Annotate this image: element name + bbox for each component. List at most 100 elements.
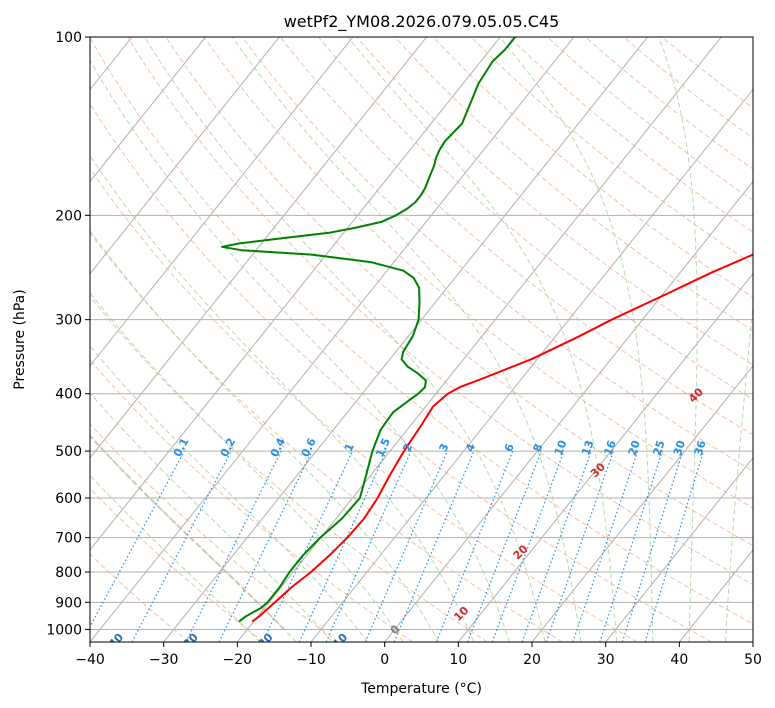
dry-adiabat-line — [432, 37, 753, 298]
isotherm-line — [90, 37, 207, 183]
dry-adiabat-line — [165, 37, 753, 547]
isotherm-line — [310, 88, 753, 642]
x-tick-label: 40 — [670, 652, 688, 668]
plot-frame — [89, 36, 754, 643]
y-tick-label: 500 — [55, 444, 82, 460]
moist-adiabat-line — [231, 37, 582, 642]
x-tick-label: −40 — [75, 652, 105, 668]
dry-adiabat-line — [585, 37, 753, 170]
mixing-ratio-line — [393, 450, 475, 642]
mixing-ratio-line — [466, 450, 542, 642]
mixing-ratio-label: 13 — [579, 438, 596, 457]
dry-adiabat-line — [90, 37, 753, 625]
moist-adiabat-line — [762, 37, 775, 642]
moist-adiabat-line — [90, 392, 333, 642]
mixing-ratio-label: 20 — [626, 438, 643, 457]
dry-adiabat-label: -40 — [103, 630, 126, 653]
temperature-profile-line — [251, 253, 753, 623]
plot-area — [0, 37, 775, 642]
isotherm-line — [90, 37, 428, 459]
mixing-ratio-line — [218, 450, 313, 642]
mixing-ratio-line — [90, 450, 185, 629]
mixing-ratio-label: 6 — [502, 442, 517, 454]
dry-adiabat-line — [623, 37, 753, 139]
dry-adiabat-line — [508, 37, 753, 233]
dcape-parcel-line — [90, 434, 285, 631]
x-tick-label: 0 — [380, 652, 389, 668]
moist-adiabat-line — [90, 345, 369, 642]
isotherm-line — [0, 37, 58, 642]
mixing-ratio-label: 25 — [651, 439, 668, 458]
mixing-ratio-label: 0.6 — [299, 436, 319, 460]
dry-adiabat-line — [90, 102, 712, 642]
dry-adiabat-line — [394, 37, 753, 332]
moist-adiabat-label: 10 — [451, 604, 471, 624]
mixing-ratio-line — [325, 450, 412, 642]
dry-adiabat-line — [90, 423, 339, 642]
line-labels: -100-90-80-70-60-50-40-30-20-100.10.20.4… — [103, 385, 709, 653]
moist-adiabat-label: 40 — [686, 385, 706, 405]
isotherm-line — [90, 37, 354, 367]
y-tick-label: 400 — [55, 387, 82, 403]
mixing-ratio-line — [521, 450, 592, 642]
x-tick-label: 30 — [597, 652, 615, 668]
dry-adiabat-line — [90, 487, 264, 642]
moist-adiabat-line — [499, 37, 654, 642]
x-axis-label: Temperature (°C) — [360, 681, 482, 697]
mixing-ratio-label: 30 — [671, 438, 688, 457]
dry-adiabat-line — [90, 359, 414, 642]
moist-adiabat-line — [725, 300, 753, 642]
moist-adiabat-line — [90, 229, 439, 642]
moist-adiabat-label: 30 — [588, 460, 608, 480]
mixing-ratio-label: 3 — [437, 442, 452, 454]
x-tick-label: 10 — [449, 652, 467, 668]
isotherm-line — [605, 457, 753, 642]
isotherm-line — [90, 37, 501, 551]
y-tick-label: 1000 — [46, 622, 82, 638]
mixing-ratio-label: 16 — [601, 438, 618, 457]
mixing-ratio-line — [599, 450, 663, 642]
dry-adiabat-line — [127, 37, 753, 585]
dry-adiabat-line — [203, 37, 753, 509]
dry-adiabat-label: -10 — [327, 630, 350, 653]
moist-adiabat-line — [90, 154, 475, 642]
dry-adiabat-label: -20 — [252, 630, 275, 653]
x-tick-label: −10 — [296, 652, 326, 668]
y-tick-label: 700 — [55, 531, 82, 547]
moist-adiabat-line — [658, 37, 698, 642]
isotherm-line — [678, 549, 753, 642]
mixing-ratio-label: 10 — [552, 438, 570, 457]
mixing-ratio-line — [621, 450, 684, 642]
mixing-ratio-label: 4 — [463, 441, 478, 453]
x-tick-label: 50 — [744, 652, 762, 668]
y-axis-label: Pressure (hPa) — [12, 289, 28, 389]
y-tick-label: 900 — [55, 595, 82, 611]
x-tick-label: −30 — [149, 652, 179, 668]
mixing-ratio-label: 8 — [531, 442, 546, 454]
moist-adiabat-line — [144, 37, 546, 642]
dry-adiabat-line — [470, 37, 753, 266]
mixing-ratio-label: 0.2 — [218, 436, 239, 459]
dry-adiabat-line — [90, 167, 638, 642]
x-tick-label: −20 — [223, 652, 253, 668]
dry-adiabat-line — [90, 553, 190, 642]
isotherm-line — [457, 272, 753, 642]
mixing-ratio-line — [545, 450, 614, 642]
dry-adiabat-label: -30 — [178, 630, 201, 653]
isotherm-line — [752, 641, 753, 642]
moist-adiabat-label: 20 — [511, 542, 531, 562]
mixing-ratio-line — [364, 450, 448, 642]
moist-adiabat-line — [90, 292, 404, 642]
isotherm-line — [90, 37, 575, 642]
mixing-ratio-line — [435, 450, 514, 642]
dewpoint-profile-line — [221, 37, 516, 623]
mixing-ratio-line — [262, 450, 354, 642]
dry-adiabat-line — [279, 37, 753, 436]
y-tick-label: 200 — [55, 208, 82, 224]
dry-adiabat-line — [547, 37, 753, 201]
y-tick-label: 800 — [55, 565, 82, 581]
y-tick-label: 300 — [55, 313, 82, 329]
mixing-ratio-label: 0.4 — [268, 436, 288, 460]
dry-adiabat-line — [90, 295, 488, 642]
y-tick-label: 100 — [55, 30, 82, 46]
